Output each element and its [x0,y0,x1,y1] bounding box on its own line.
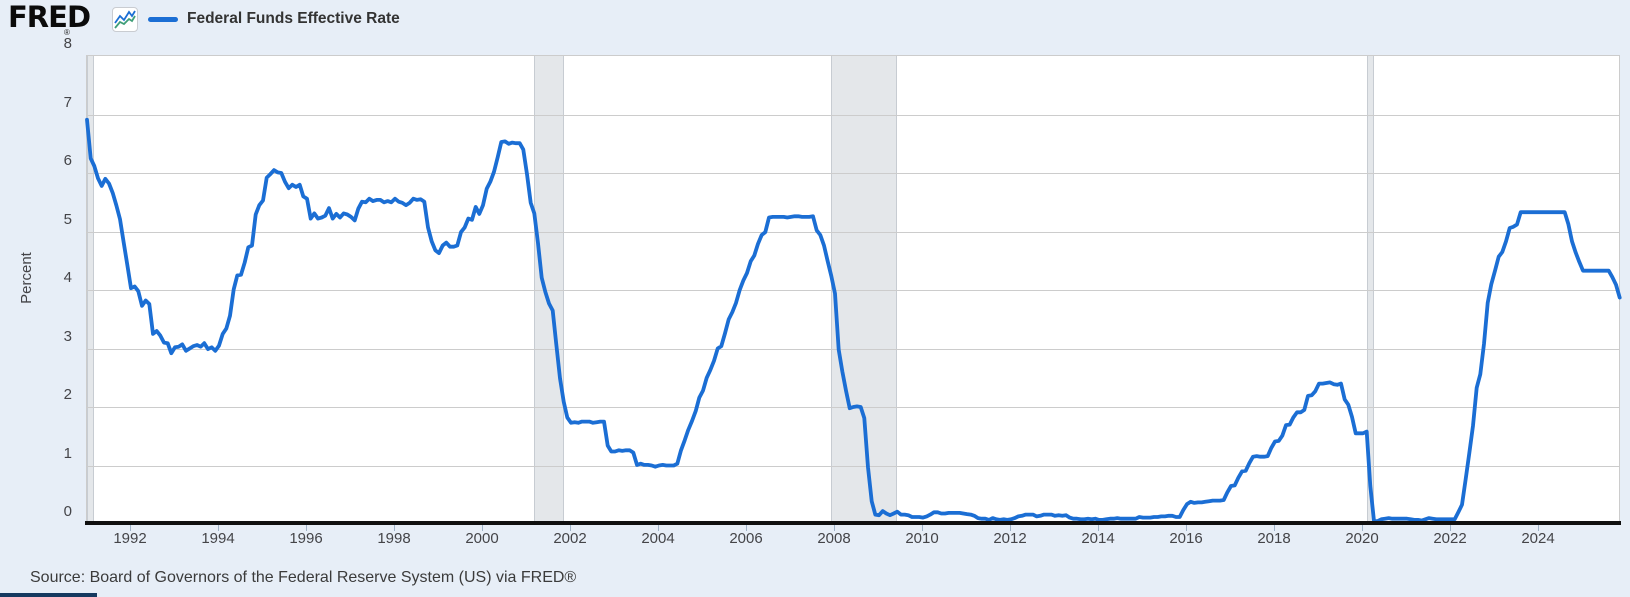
fred-logo[interactable]: FRED ® [8,0,91,37]
x-tick-mark [1098,525,1099,531]
x-tick-label: 2004 [641,530,675,547]
y-tick-label: 5 [63,210,72,228]
x-tick-mark [1274,525,1275,531]
x-tick-mark [130,525,131,531]
gridline [87,114,1619,116]
x-tick-mark [1538,525,1539,531]
gridline [87,465,1619,467]
x-tick-mark [1010,525,1011,531]
x-tick-label: 2020 [1345,530,1379,547]
x-tick-label: 1996 [289,530,323,547]
x-tick-label: 1998 [377,530,411,547]
x-tick-label: 2006 [729,530,763,547]
x-tick-label: 2016 [1169,530,1203,547]
x-tick-mark [834,525,835,531]
gridline [87,348,1619,350]
x-tick-label: 2010 [905,530,939,547]
x-tick-label: 2012 [993,530,1027,547]
x-tick-mark [218,525,219,531]
y-tick-label: 3 [63,327,72,345]
chart-plot-area[interactable] [85,55,1622,523]
bottom-navy-bar [0,593,97,597]
legend: Federal Funds Effective Rate [148,9,400,29]
recession-band [831,56,898,522]
x-tick-mark [1186,525,1187,531]
x-tick-label: 2000 [465,530,499,547]
series-line-svg [85,117,1622,523]
x-tick-mark [1450,525,1451,531]
y-tick-label: 7 [63,93,72,111]
x-tick-mark [306,525,307,531]
y-tick-label: 8 [63,35,72,52]
x-axis-line [85,521,1621,525]
x-tick-label: 2022 [1433,530,1467,547]
source-attribution: Source: Board of Governors of the Federa… [30,569,577,586]
x-tick-label: 2018 [1257,530,1291,547]
series-line[interactable] [85,117,1622,523]
recession-band [1366,56,1374,522]
recession-band [87,56,95,522]
x-tick-label: 1994 [201,530,235,547]
gridline [87,290,1619,291]
x-tick-label: 2002 [553,530,587,547]
y-tick-label: 2 [63,386,72,403]
x-tick-label: 1992 [113,530,147,547]
y-axis-title: Percent [18,252,35,304]
x-tick-mark [922,525,923,531]
x-tick-mark [570,525,571,531]
legend-line-swatch [148,16,178,22]
legend-series-label: Federal Funds Effective Rate [187,10,400,27]
y-tick-label: 0 [63,503,72,520]
x-tick-label: 2008 [817,530,851,547]
x-tick-mark [482,525,483,531]
fred-sparkline-icon[interactable] [112,7,138,32]
x-tick-mark [394,525,395,531]
gridline [87,173,1619,174]
recession-band [534,56,564,522]
fred-logo-text: FRED [8,0,91,34]
registered-trademark: ® [64,28,70,37]
x-tick-label: 2014 [1081,530,1115,547]
y-tick-label: 1 [63,444,72,462]
x-tick-mark [746,525,747,531]
sparkline-glyph [114,10,136,29]
gridline [87,231,1619,233]
x-tick-mark [1362,525,1363,531]
y-tick-label: 4 [63,269,72,286]
x-tick-label: 2024 [1521,530,1555,547]
y-tick-label: 6 [63,152,72,169]
x-tick-mark [658,525,659,531]
